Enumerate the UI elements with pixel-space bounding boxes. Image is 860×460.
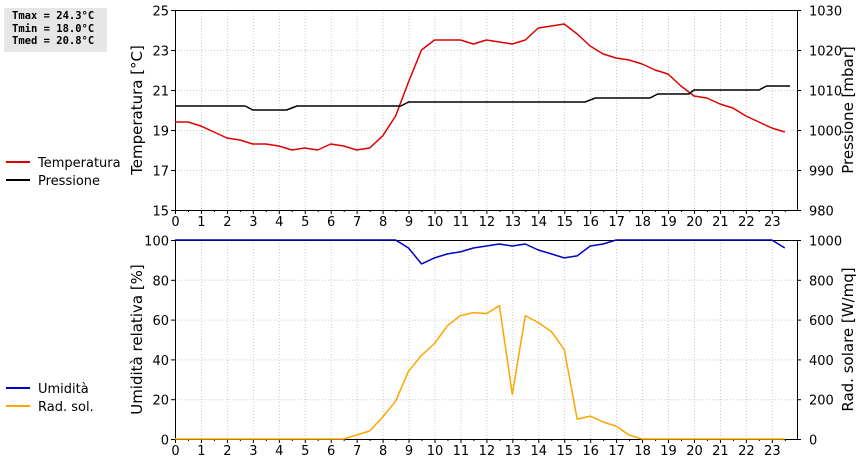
y-tick-label: 23 (152, 45, 169, 60)
y2-tick-label: 1000 (809, 235, 842, 250)
x-tick-label: 21 (712, 444, 729, 459)
y2-tick-label: 990 (809, 165, 834, 180)
series-line-temperatura (175, 23, 786, 151)
x-tick-label: 9 (405, 444, 413, 459)
y-tick-label: 40 (152, 354, 169, 369)
x-tick-label: 10 (427, 215, 444, 230)
y-tick-label: 19 (152, 125, 169, 140)
legend-label: Rad. sol. (38, 400, 94, 415)
tmin-value: Tmin = 18.0°C (12, 22, 95, 35)
x-tick-label: 1 (197, 444, 205, 459)
y-tick-label: 17 (152, 165, 169, 180)
stats-box: Tmax = 24.3°C Tmin = 18.0°C Tmed = 20.8°C (4, 8, 107, 52)
legend-label: Umidità (38, 382, 89, 397)
x-tick-label: 5 (301, 215, 309, 230)
x-tick-label: 19 (660, 215, 677, 230)
y-tick-label: 25 (152, 5, 169, 20)
x-tick-label: 5 (301, 444, 309, 459)
x-tick-label: 11 (453, 215, 470, 230)
x-tick-label: 19 (660, 444, 677, 459)
x-tick-label: 3 (249, 444, 257, 459)
x-tick-label: 0 (171, 215, 179, 230)
x-tick-label: 14 (531, 444, 548, 459)
y2-tick-label: 800 (809, 274, 834, 289)
x-tick-label: 8 (379, 215, 387, 230)
x-tick-label: 2 (223, 444, 231, 459)
x-tick-label: 15 (556, 215, 573, 230)
y2-tick-label: 0 (809, 434, 817, 449)
y2-tick-label: 1010 (809, 85, 842, 100)
x-tick-label: 7 (353, 444, 361, 459)
x-tick-label: 18 (634, 215, 651, 230)
x-tick-label: 6 (327, 444, 335, 459)
x-tick-label: 14 (531, 215, 548, 230)
x-tick-label: 10 (427, 444, 444, 459)
x-tick-label: 7 (353, 215, 361, 230)
plot-frame (175, 240, 798, 440)
x-tick-label: 13 (505, 444, 522, 459)
y-tick-label: 20 (152, 394, 169, 409)
y-tick-label: 21 (152, 85, 169, 100)
x-tick-label: 15 (556, 444, 573, 459)
x-tick-label: 4 (275, 215, 283, 230)
x-tick-label: 16 (582, 215, 599, 230)
x-tick-label: 12 (479, 444, 496, 459)
y2-tick-label: 980 (809, 205, 834, 220)
x-tick-label: 20 (686, 215, 703, 230)
x-tick-label: 23 (764, 444, 781, 459)
legend-label: Pressione (38, 174, 100, 189)
y2-tick-label: 1030 (809, 5, 842, 20)
x-tick-label: 12 (479, 215, 496, 230)
y2-axis-label: Pressione [mbar] (839, 46, 857, 174)
y-tick-label: 80 (152, 274, 169, 289)
y2-axis-label: Rad. solare [W/mq] (839, 267, 857, 411)
plot-frame (175, 10, 798, 211)
series-line-pressione (175, 85, 790, 111)
x-tick-label: 23 (764, 215, 781, 230)
y-axis-label: Umidità relativa [%] (128, 264, 146, 415)
x-tick-label: 6 (327, 215, 335, 230)
x-tick-label: 20 (686, 444, 703, 459)
y2-tick-label: 600 (809, 314, 834, 329)
x-tick-label: 4 (275, 444, 283, 459)
series-line-umidit (175, 239, 786, 265)
y-tick-label: 0 (161, 434, 169, 449)
x-tick-label: 9 (405, 215, 413, 230)
x-tick-label: 0 (171, 444, 179, 459)
y-axis-label: Temperatura [°C] (128, 45, 146, 176)
x-tick-label: 2 (223, 215, 231, 230)
x-tick-label: 22 (738, 215, 755, 230)
x-tick-label: 17 (608, 444, 625, 459)
y-tick-label: 100 (144, 235, 169, 250)
tmed-value: Tmed = 20.8°C (12, 35, 95, 47)
y2-tick-label: 1000 (809, 125, 842, 140)
y2-tick-label: 1020 (809, 45, 842, 60)
x-tick-label: 22 (738, 444, 755, 459)
y2-tick-label: 200 (809, 394, 834, 409)
y-tick-label: 15 (152, 205, 169, 220)
x-tick-label: 17 (608, 215, 625, 230)
x-tick-label: 16 (582, 444, 599, 459)
x-tick-label: 13 (505, 215, 522, 230)
x-tick-label: 8 (379, 444, 387, 459)
y2-tick-label: 400 (809, 354, 834, 369)
tmax-value: Tmax = 24.3°C (12, 10, 95, 22)
x-tick-label: 1 (197, 215, 205, 230)
x-tick-label: 11 (453, 444, 470, 459)
x-tick-label: 18 (634, 444, 651, 459)
legend-label: Temperatura (37, 156, 121, 171)
x-tick-label: 21 (712, 215, 729, 230)
series-line-rad-sol (175, 304, 785, 440)
y-tick-label: 60 (152, 314, 169, 329)
x-tick-label: 3 (249, 215, 257, 230)
